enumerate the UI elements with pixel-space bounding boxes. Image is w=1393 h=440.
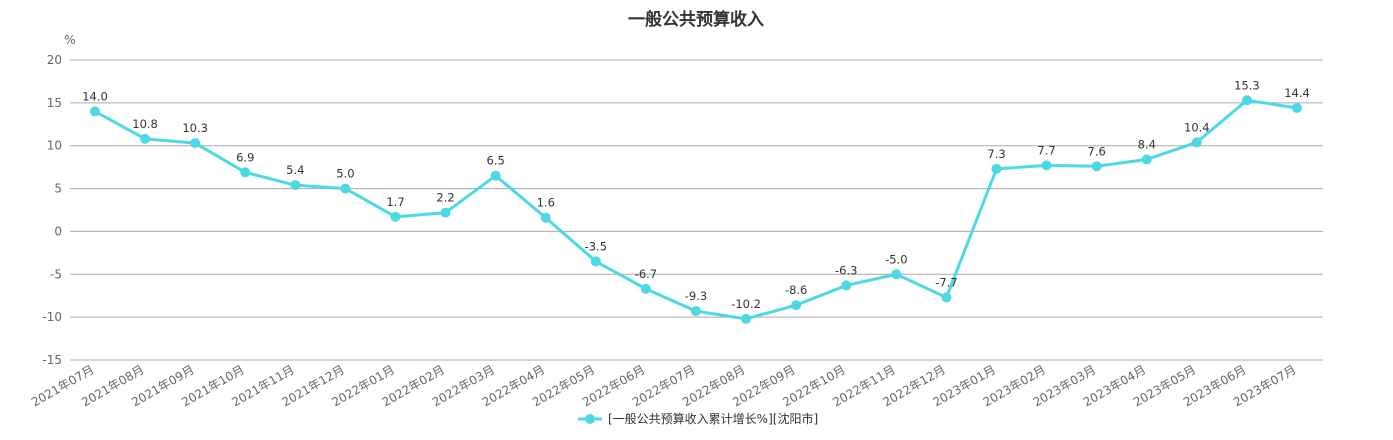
data-point[interactable] <box>1241 95 1252 106</box>
data-point[interactable] <box>1292 103 1302 113</box>
data-point[interactable] <box>590 256 601 267</box>
y-tick-label: 15 <box>47 96 62 110</box>
data-point[interactable] <box>190 138 201 149</box>
data-label: -3.5 <box>585 239 607 253</box>
y-tick-label: -15 <box>42 353 62 367</box>
data-label: 14.4 <box>1284 86 1310 100</box>
data-label: 1.7 <box>386 195 404 209</box>
data-label: -10.2 <box>731 297 761 311</box>
legend-swatch-marker <box>585 414 595 424</box>
data-point[interactable] <box>640 283 651 294</box>
data-label: 7.6 <box>1088 144 1106 158</box>
legend[interactable]: [一般公共预算收入累计增长%][沈阳市] <box>578 411 818 426</box>
x-axis-ticks: 2021年07月2021年08月2021年09月2021年10月2021年11月… <box>29 362 1298 409</box>
data-point[interactable] <box>490 170 501 181</box>
data-label: -7.7 <box>935 275 957 289</box>
data-label: 7.3 <box>987 147 1005 161</box>
data-point[interactable] <box>941 292 952 303</box>
data-point[interactable] <box>841 280 852 291</box>
data-label: 2.2 <box>436 191 454 205</box>
data-point[interactable] <box>90 106 100 117</box>
data-label: 5.4 <box>286 163 304 177</box>
series-layer <box>90 95 1302 324</box>
data-point[interactable] <box>1141 154 1152 165</box>
data-point[interactable] <box>791 300 802 311</box>
series-line <box>94 98 1298 321</box>
y-axis-unit-label: % <box>64 33 75 47</box>
data-point[interactable] <box>140 133 151 144</box>
y-tick-label: 0 <box>54 224 62 238</box>
y-axis-ticks: 20 15 10 5 0 -5 -10 -15 <box>42 53 62 367</box>
data-label: -9.3 <box>685 289 707 303</box>
data-label: 6.5 <box>487 154 505 168</box>
data-point[interactable] <box>440 207 451 218</box>
data-point[interactable] <box>891 269 902 280</box>
data-point[interactable] <box>390 211 401 222</box>
data-point[interactable] <box>1041 160 1052 171</box>
y-tick-label: 20 <box>47 53 62 67</box>
data-label: 8.4 <box>1138 137 1156 151</box>
data-label: 15.3 <box>1234 78 1260 92</box>
data-label: 10.8 <box>132 117 158 131</box>
data-point[interactable] <box>240 167 251 178</box>
y-tick-label: -5 <box>50 267 62 281</box>
data-label: -6.7 <box>635 267 657 281</box>
data-point[interactable] <box>991 163 1002 174</box>
data-label: 7.7 <box>1037 143 1055 157</box>
data-label: 14.0 <box>82 89 108 103</box>
data-point[interactable] <box>741 313 752 324</box>
data-point[interactable] <box>1191 137 1202 148</box>
data-label: -8.6 <box>785 283 807 297</box>
data-label: 1.6 <box>537 196 555 210</box>
data-point[interactable] <box>540 212 551 223</box>
data-label: 6.9 <box>236 150 254 164</box>
data-point[interactable] <box>691 306 701 317</box>
data-point[interactable] <box>340 183 351 194</box>
legend-entry: [一般公共预算收入累计增长%][沈阳市] <box>608 411 818 426</box>
chart-title: 一般公共预算收入 <box>628 9 764 30</box>
data-labels: 14.0 10.8 10.3 6.9 5.4 5.0 1.7 2.2 6.5 1.6 -3.5 -6.… <box>82 78 1310 311</box>
data-point[interactable] <box>290 180 301 191</box>
y-tick-label: -10 <box>42 310 62 324</box>
y-tick-label: 5 <box>54 182 62 196</box>
data-label: 5.0 <box>336 167 354 181</box>
grid-lines <box>70 59 1323 361</box>
data-label: -6.3 <box>835 263 857 277</box>
data-label: 10.3 <box>182 121 208 135</box>
y-tick-label: 10 <box>47 139 62 153</box>
data-label: -5.0 <box>885 252 907 266</box>
data-point[interactable] <box>1091 161 1102 172</box>
data-label: 10.4 <box>1184 120 1210 134</box>
